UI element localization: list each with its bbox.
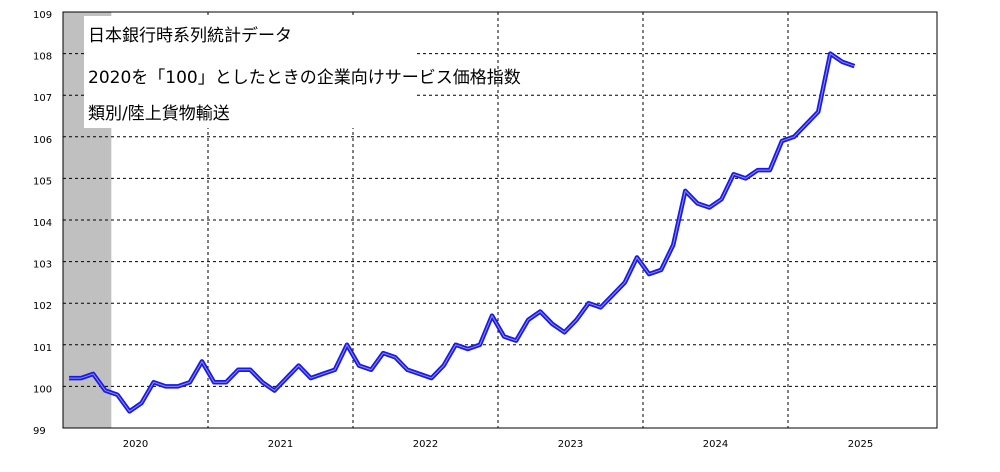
y-tick-label: 100 (33, 384, 52, 395)
y-tick-label: 107 (33, 93, 52, 104)
y-tick-label: 109 (33, 10, 52, 21)
x-tick-label: 2022 (413, 439, 438, 450)
y-tick-label: 105 (33, 176, 52, 187)
y-tick-label: 103 (33, 260, 52, 271)
y-tick-label: 99 (33, 426, 46, 437)
title-line: 日本銀行時系列統計データ (88, 25, 292, 46)
y-tick-label: 104 (33, 218, 52, 229)
y-tick-label: 102 (33, 301, 52, 312)
title-line: 類別/陸上貨物輸送 (88, 104, 230, 124)
title-line: 2020を「100」としたときの企業向けサービス価格指数 (88, 68, 521, 88)
x-tick-label: 2024 (703, 439, 728, 450)
title-box (84, 16, 414, 128)
y-tick-label: 101 (33, 343, 52, 354)
plot-frame (62, 11, 938, 429)
y-tick-label: 106 (33, 135, 52, 146)
line-series-highlight (69, 53, 855, 412)
x-tick-label: 2021 (268, 439, 293, 450)
x-tick-label: 2020 (123, 439, 148, 450)
x-tick-label: 2023 (558, 439, 583, 450)
y-tick-label: 108 (33, 52, 52, 63)
x-tick-label: 2025 (848, 439, 873, 450)
